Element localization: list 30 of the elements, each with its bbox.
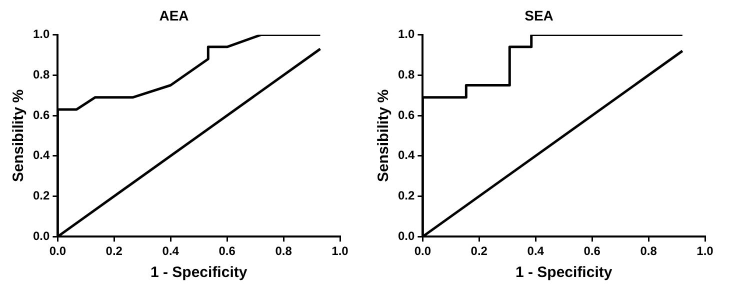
x-tick-label: 1.0 (696, 244, 714, 258)
x-tick-label: 1.0 (332, 244, 349, 258)
y-tick-label: 0.8 (398, 67, 415, 82)
y-tick-label: 0.0 (398, 228, 415, 243)
y-tick-label: 0.4 (32, 148, 50, 162)
x-tick-label: 0.4 (527, 244, 544, 258)
y-tick-label: 0.8 (32, 67, 50, 82)
y-axis-title: Sensibility % (10, 89, 28, 182)
y-axis-title: Sensibility % (375, 89, 392, 182)
x-tick-label: 0.2 (470, 244, 488, 258)
x-tick-label: 0.0 (49, 244, 66, 258)
y-tick-label: 1.0 (398, 27, 415, 42)
chart-title: SEA (524, 7, 554, 24)
y-tick-label: 0.2 (398, 188, 415, 203)
y-tick-label: 0.2 (32, 188, 50, 203)
x-tick-label: 0.8 (640, 244, 658, 258)
y-tick-label: 0.6 (32, 108, 50, 122)
y-tick-label: 0.4 (398, 148, 415, 162)
x-tick-label: 0.2 (106, 244, 123, 258)
x-axis-title: 1 - Specificity (150, 264, 248, 282)
x-tick-label: 0.6 (584, 244, 601, 258)
x-tick-label: 0.0 (414, 244, 432, 258)
y-tick-label: 0.0 (32, 228, 50, 243)
chart-title: AEA (159, 7, 189, 24)
x-tick-label: 0.6 (218, 244, 236, 258)
y-tick-label: 0.6 (398, 108, 415, 122)
x-axis-title: 1 - Specificity (515, 264, 613, 282)
x-tick-label: 0.8 (275, 244, 292, 258)
x-tick-label: 0.4 (162, 244, 180, 258)
y-tick-label: 1.0 (32, 27, 50, 42)
